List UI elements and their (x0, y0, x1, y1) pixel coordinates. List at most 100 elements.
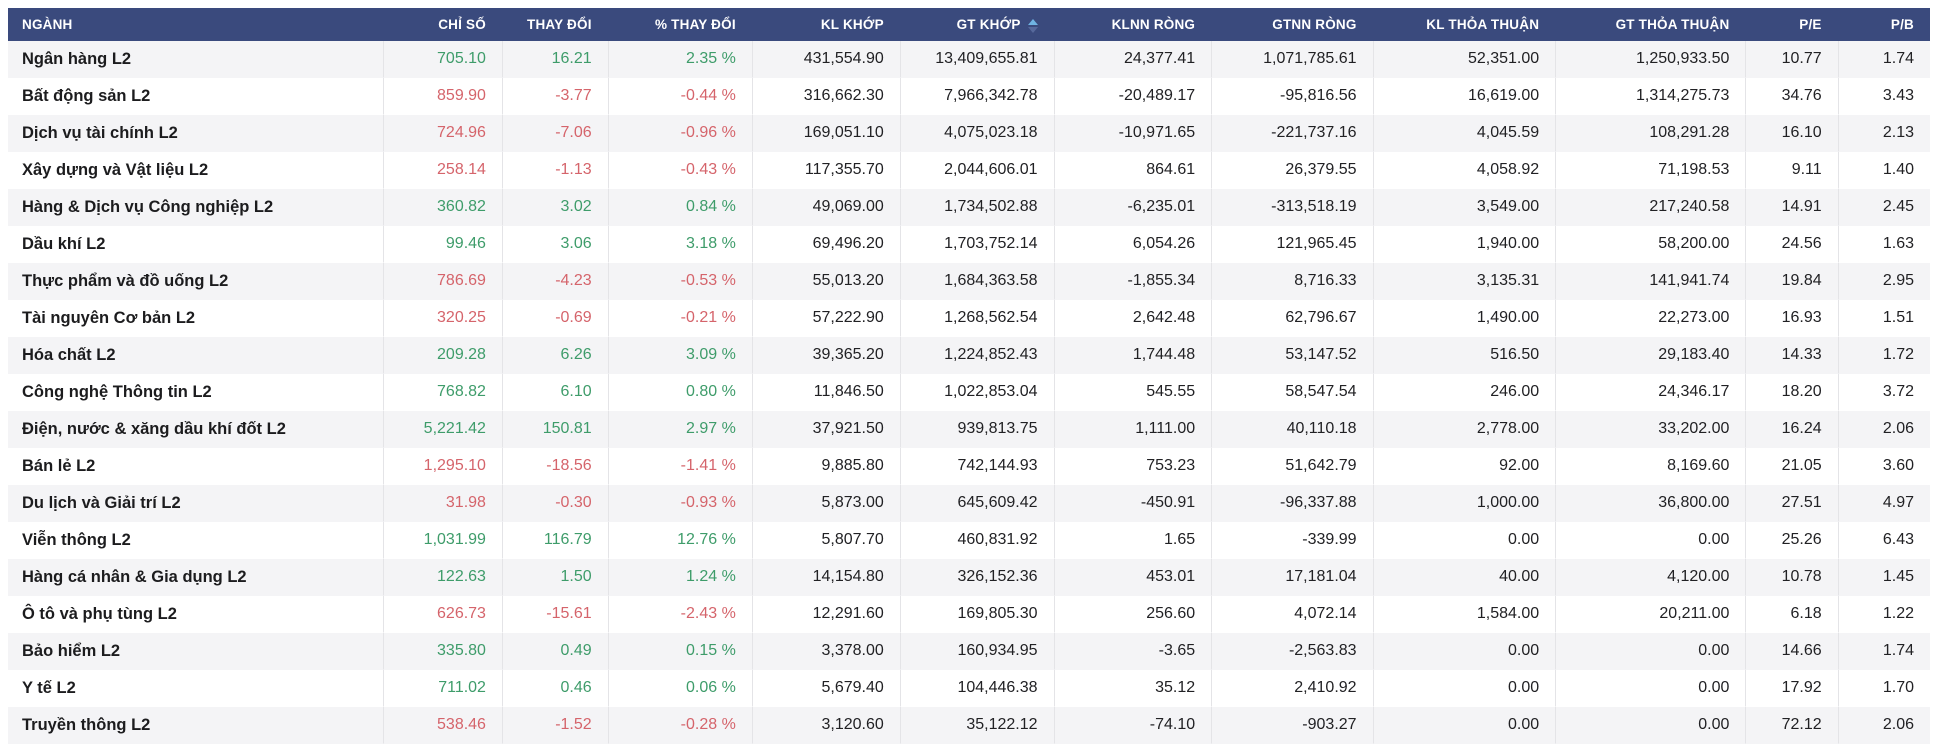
cell-pct_change: 2.97 % (607, 411, 752, 448)
column-header-matched_val[interactable]: GT KHỚP (899, 8, 1054, 41)
table-row[interactable]: Bán lẻ L2 1,295.10 -18.56 -1.41 % 9,885.80 74… (8, 448, 1930, 485)
column-header-pb[interactable]: P/B (1837, 8, 1930, 41)
cell-pb: 1.74 (1837, 41, 1930, 78)
cell-pct_change: 3.09 % (607, 337, 752, 374)
column-header-label: KLNN RÒNG (1112, 17, 1196, 32)
column-label-text: THAY ĐỔI (527, 17, 592, 32)
cell-pct_change: 12.76 % (607, 522, 752, 559)
column-header-putthrough_val[interactable]: GT THỎA THUẬN (1555, 8, 1746, 41)
cell-foreign_net_vol: -6,235.01 (1053, 189, 1212, 226)
table-row[interactable]: Ngân hàng L2 705.10 16.21 2.35 % 431,554.90 1… (8, 41, 1930, 78)
cell-putthrough_vol: 40.00 (1372, 559, 1556, 596)
cell-matched_val: 1,734,502.88 (899, 189, 1054, 226)
cell-pct_change: 2.35 % (607, 41, 752, 78)
cell-putthrough_val: 0.00 (1555, 633, 1746, 670)
cell-matched_vol: 49,069.00 (751, 189, 900, 226)
cell-matched_val: 4,075,023.18 (899, 115, 1054, 152)
cell-pb: 1.51 (1837, 300, 1930, 337)
table-row[interactable]: Hàng & Dịch vụ Công nghiệp L2 360.82 3.02 0… (8, 189, 1930, 226)
cell-foreign_net_vol: 864.61 (1053, 152, 1212, 189)
cell-change: 16.21 (501, 41, 608, 78)
cell-matched_val: 1,022,853.04 (899, 374, 1054, 411)
cell-index: 705.10 (382, 41, 502, 78)
column-header-index[interactable]: CHỈ SỐ (382, 8, 502, 41)
cell-putthrough_val: 24,346.17 (1555, 374, 1746, 411)
cell-name: Dịch vụ tài chính L2 (8, 115, 383, 152)
column-header-putthrough_vol[interactable]: KL THỎA THUẬN (1372, 8, 1556, 41)
column-header-change[interactable]: THAY ĐỔI (501, 8, 608, 41)
table-row[interactable]: Bảo hiểm L2 335.80 0.49 0.15 % 3,378.00 160,9… (8, 633, 1930, 670)
cell-index: 626.73 (382, 596, 502, 633)
cell-pe: 14.33 (1745, 337, 1838, 374)
cell-matched_vol: 3,120.60 (751, 707, 900, 744)
cell-matched_val: 939,813.75 (899, 411, 1054, 448)
cell-matched_vol: 37,921.50 (751, 411, 900, 448)
cell-change: -1.52 (501, 707, 608, 744)
table-row[interactable]: Dịch vụ tài chính L2 724.96 -7.06 -0.96 % 16… (8, 115, 1930, 152)
table-row[interactable]: Tài nguyên Cơ bản L2 320.25 -0.69 -0.21 % 57… (8, 300, 1930, 337)
table-row[interactable]: Ô tô và phụ tùng L2 626.73 -15.61 -2.43 % 12… (8, 596, 1930, 633)
table-row[interactable]: Hàng cá nhân & Gia dụng L2 122.63 1.50 1.24… (8, 559, 1930, 596)
column-header-label: KL KHỚP (821, 17, 884, 32)
table-row[interactable]: Bất động sản L2 859.90 -3.77 -0.44 % 316,662… (8, 78, 1930, 115)
sort-caret-up-icon (1027, 18, 1038, 25)
cell-matched_val: 160,934.95 (899, 633, 1054, 670)
column-label-text: CHỈ SỐ (438, 17, 486, 32)
cell-putthrough_vol: 0.00 (1372, 707, 1556, 744)
cell-pct_change: -0.43 % (607, 152, 752, 189)
cell-foreign_net_vol: 2,642.48 (1053, 300, 1212, 337)
cell-name: Bất động sản L2 (8, 78, 383, 115)
column-header-label: P/E (1799, 17, 1821, 32)
cell-matched_val: 1,703,752.14 (899, 226, 1054, 263)
cell-pb: 6.43 (1837, 522, 1930, 559)
cell-pct_change: 0.15 % (607, 633, 752, 670)
column-header-matched_vol[interactable]: KL KHỚP (751, 8, 900, 41)
column-header-name[interactable]: NGÀNH (8, 8, 383, 41)
table-row[interactable]: Y tế L2 711.02 0.46 0.06 % 5,679.40 104,446.3… (8, 670, 1930, 707)
cell-pb: 1.22 (1837, 596, 1930, 633)
cell-foreign_net_val: 17,181.04 (1211, 559, 1373, 596)
column-header-foreign_net_vol[interactable]: KLNN RÒNG (1053, 8, 1212, 41)
cell-matched_vol: 117,355.70 (751, 152, 900, 189)
cell-pe: 72.12 (1745, 707, 1838, 744)
cell-pe: 25.26 (1745, 522, 1838, 559)
table-row[interactable]: Điện, nước & xăng dầu khí đốt L2 5,221.42… (8, 411, 1930, 448)
cell-putthrough_vol: 4,058.92 (1372, 152, 1556, 189)
cell-putthrough_vol: 3,135.31 (1372, 263, 1556, 300)
cell-pe: 10.78 (1745, 559, 1838, 596)
table-row[interactable]: Dầu khí L2 99.46 3.06 3.18 % 69,496.20 1,703,… (8, 226, 1930, 263)
cell-matched_vol: 39,365.20 (751, 337, 900, 374)
column-header-label: NGÀNH (22, 17, 73, 32)
cell-index: 258.14 (382, 152, 502, 189)
column-label-text: P/E (1799, 17, 1822, 32)
cell-foreign_net_val: -96,337.88 (1211, 485, 1373, 522)
column-header-pct_change[interactable]: % THAY ĐỔI (607, 8, 752, 41)
cell-pb: 1.40 (1837, 152, 1930, 189)
cell-foreign_net_vol: 6,054.26 (1053, 226, 1212, 263)
column-header-label: THAY ĐỔI (527, 17, 592, 32)
table-row[interactable]: Truyền thông L2 538.46 -1.52 -0.28 % 3,120.6… (8, 707, 1930, 744)
table-row[interactable]: Thực phẩm và đồ uống L2 786.69 -4.23 -0.53 … (8, 263, 1930, 300)
cell-putthrough_vol: 0.00 (1372, 633, 1556, 670)
cell-pb: 3.43 (1837, 78, 1930, 115)
cell-index: 320.25 (382, 300, 502, 337)
cell-pe: 18.20 (1745, 374, 1838, 411)
cell-putthrough_val: 71,198.53 (1555, 152, 1746, 189)
table-row[interactable]: Du lịch và Giải trí L2 31.98 -0.30 -0.93 % 5… (8, 485, 1930, 522)
cell-name: Y tế L2 (8, 670, 383, 707)
cell-name: Dầu khí L2 (8, 226, 383, 263)
column-label-text: KL KHỚP (820, 17, 884, 32)
table-row[interactable]: Viễn thông L2 1,031.99 116.79 12.76 % 5,807.… (8, 522, 1930, 559)
table-row[interactable]: Công nghệ Thông tin L2 768.82 6.10 0.80 % 11… (8, 374, 1930, 411)
column-header-foreign_net_val[interactable]: GTNN RÒNG (1211, 8, 1373, 41)
column-label-text: KL THỎA THUẬN (1426, 17, 1540, 32)
cell-putthrough_vol: 0.00 (1372, 522, 1556, 559)
cell-pb: 2.45 (1837, 189, 1930, 226)
table-row[interactable]: Xây dựng và Vật liệu L2 258.14 -1.13 -0.43 … (8, 152, 1930, 189)
table-row[interactable]: Hóa chất L2 209.28 6.26 3.09 % 39,365.20 1,22… (8, 337, 1930, 374)
cell-foreign_net_vol: 1.65 (1053, 522, 1212, 559)
cell-pct_change: -0.96 % (607, 115, 752, 152)
column-header-pe[interactable]: P/E (1745, 8, 1838, 41)
cell-putthrough_vol: 3,549.00 (1372, 189, 1556, 226)
